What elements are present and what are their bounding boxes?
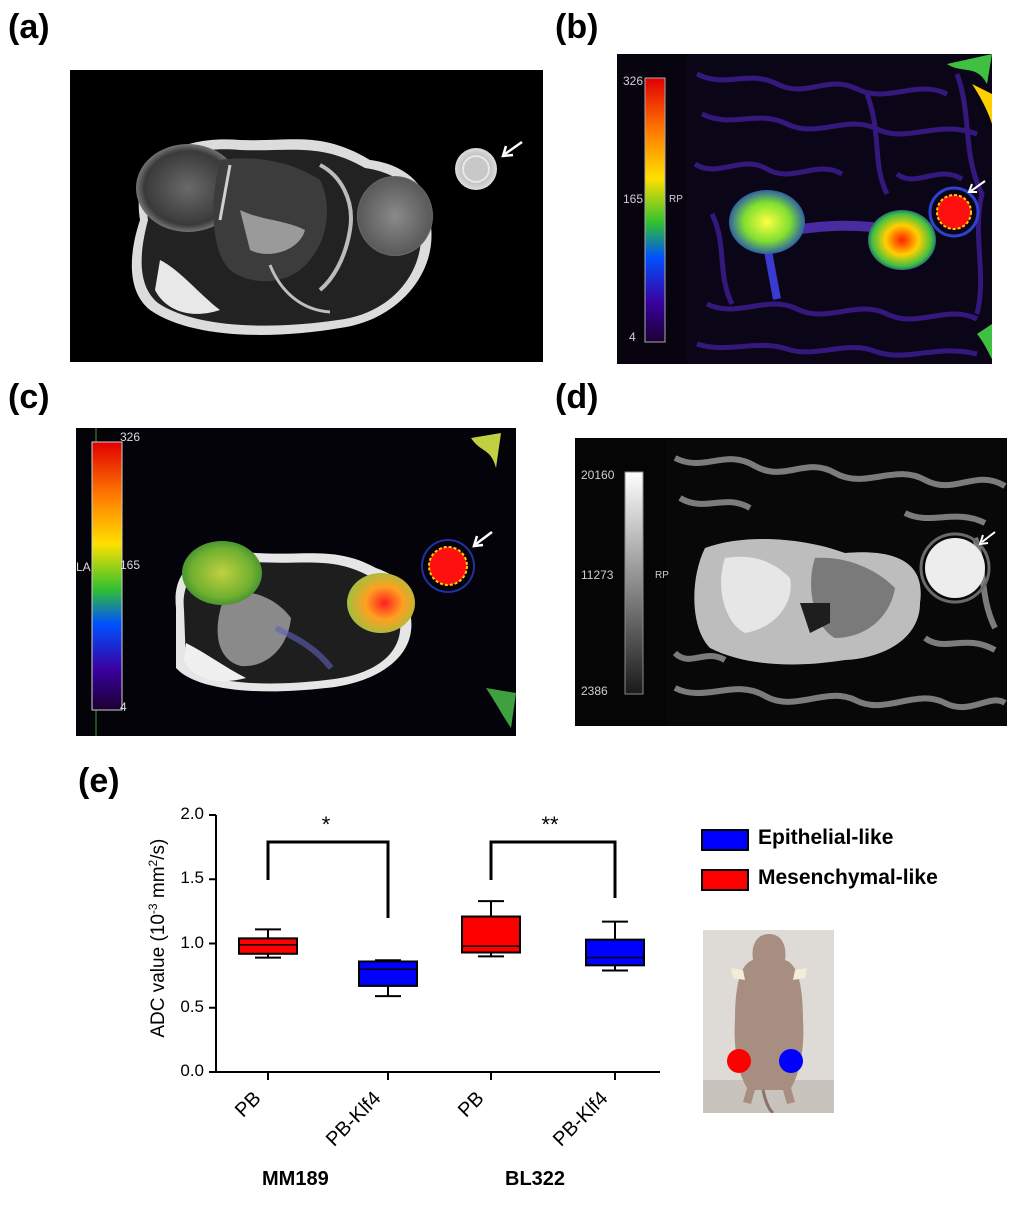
- colorbar-unit-b: RP: [669, 194, 683, 205]
- colorbar-max-c: 326: [120, 430, 141, 444]
- box-body: [585, 938, 645, 967]
- arrow-icon: [501, 140, 523, 158]
- colorbar-min-d: 2386: [581, 684, 608, 698]
- legend-swatch-epithelial: [701, 829, 749, 851]
- box-body: [358, 960, 418, 987]
- mri-image-a: [70, 70, 543, 362]
- nude-mouse-illustration: [703, 930, 834, 1113]
- colorbar-mid-b: 165: [623, 192, 644, 206]
- panel-label-a: (a): [8, 8, 50, 46]
- legend-swatch-mesenchymal: [701, 869, 749, 891]
- x-group-label: BL322: [505, 1168, 566, 1190]
- y-tick-label: 0.5: [180, 996, 204, 1016]
- y-tick-label: 2.0: [180, 804, 204, 823]
- significance-bracket: [489, 840, 617, 898]
- colorbar-d: [624, 471, 644, 695]
- colorbar-mid-d: 11273: [581, 568, 614, 582]
- y-tick-label: 1.0: [180, 932, 204, 952]
- legend-label-epithelial: Epithelial-like: [758, 826, 894, 849]
- adc-color-map-b: 326 165 4 RP: [617, 54, 992, 364]
- colorbar-max-b: 326: [623, 74, 644, 88]
- legend-label-mesenchymal: Mesenchymal-like: [758, 866, 938, 889]
- mouse-photo: [703, 930, 834, 1113]
- significance-label: **: [541, 812, 559, 837]
- epithelial-tumor-marker: [779, 1049, 803, 1073]
- panel-label-d: (d): [555, 378, 599, 416]
- colorbar-min-b: 4: [629, 330, 636, 344]
- overlay-image-c: 326 165 4 LA: [76, 428, 516, 736]
- significance-label: *: [321, 812, 331, 837]
- mesenchymal-tumor-marker: [727, 1049, 751, 1073]
- colorbar-max-d: 20160: [581, 468, 615, 482]
- y-tick-label: 0.0: [180, 1061, 204, 1080]
- box-body: [238, 937, 298, 955]
- panel-label-e: (e): [78, 762, 120, 800]
- colorbar-side-label-c: LA: [76, 560, 91, 574]
- adc-grayscale-scan: [575, 438, 1007, 726]
- colorbar-min-c: 4: [120, 700, 127, 714]
- overlay-scan: [91, 428, 516, 736]
- colorbar-c: [91, 441, 123, 711]
- colorbar-unit-d: RP: [655, 570, 669, 581]
- arrow-icon: [978, 531, 996, 546]
- y-tick-label: 1.5: [180, 868, 204, 888]
- arrow-icon: [967, 180, 986, 193]
- arrow-icon: [472, 531, 493, 548]
- adc-color-scan: [617, 54, 992, 364]
- box-body: [461, 915, 521, 954]
- panel-label-b: (b): [555, 8, 599, 46]
- significance-bracket: [266, 840, 390, 918]
- mri-grayscale-scan: [131, 139, 523, 335]
- colorbar-mid-c: 165: [120, 558, 141, 572]
- colorbar-b: [644, 77, 666, 343]
- panel-label-c: (c): [8, 378, 50, 416]
- x-group-label: MM189: [262, 1168, 329, 1190]
- adc-gray-map-d: 20160 11273 2386 RP: [575, 438, 1007, 726]
